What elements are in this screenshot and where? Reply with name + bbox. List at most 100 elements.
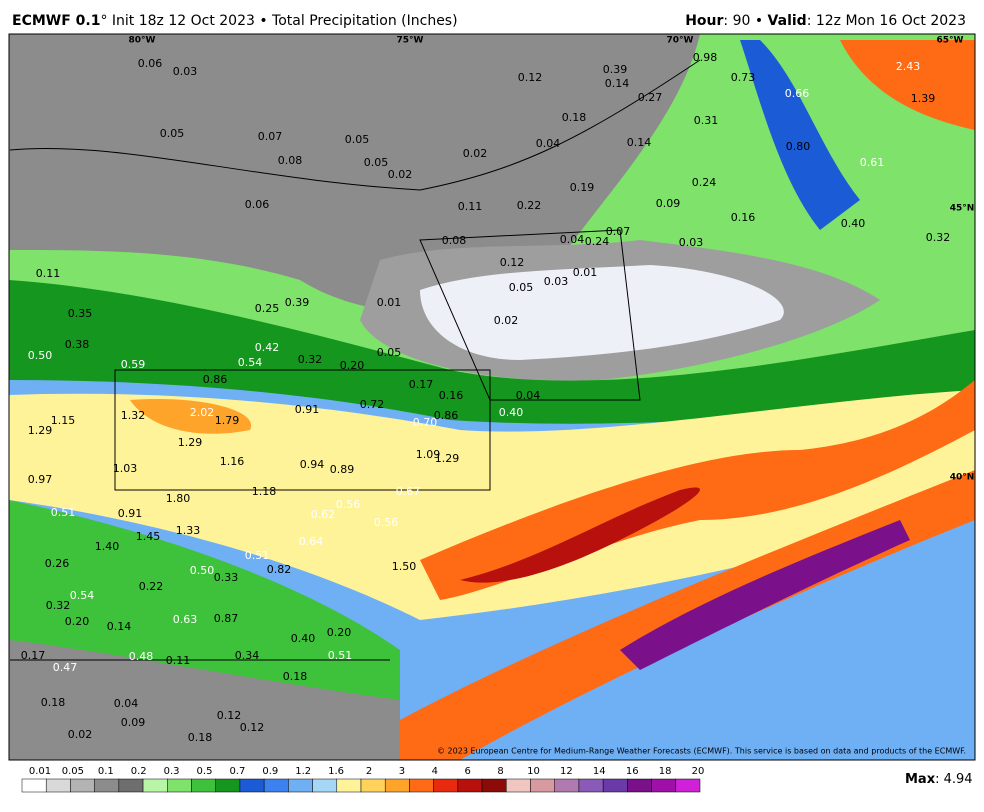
precip-value: 0.39: [285, 296, 310, 309]
precip-value: 1.16: [220, 455, 245, 468]
colorbar-swatch: [384, 778, 410, 793]
precip-value: 0.40: [499, 406, 524, 419]
colorbar-swatch: [239, 778, 265, 793]
colorbar-label: 8: [497, 766, 503, 777]
colorbar-swatch: [336, 778, 362, 793]
precip-value: 1.39: [911, 92, 936, 105]
precip-value: 0.22: [139, 580, 164, 593]
precip-value: 0.18: [188, 731, 213, 744]
precip-value: 0.34: [235, 649, 260, 662]
precip-value: 0.04: [114, 697, 139, 710]
precip-value: 0.72: [360, 398, 385, 411]
colorbar-swatch: [70, 778, 95, 793]
precip-value: 0.89: [330, 463, 355, 476]
precip-value: 0.50: [28, 349, 53, 362]
init: ° Init 18z 12 Oct 2023 • Total Precipita…: [100, 13, 457, 29]
precip-value: 1.29: [28, 424, 53, 437]
colorbar-label: 18: [659, 766, 672, 777]
precip-value: 0.39: [603, 63, 628, 76]
map-field: [9, 34, 975, 760]
max-label: Max: [905, 772, 936, 787]
precip-value: 0.32: [46, 599, 71, 612]
field-ne-red: [840, 40, 975, 130]
precip-value: 0.02: [494, 314, 519, 327]
grid-label: 65°W: [937, 36, 964, 46]
field-gray: [9, 34, 700, 313]
colorbar-swatch: [554, 778, 580, 793]
precip-value: 0.05: [364, 156, 389, 169]
precip-value: 0.07: [258, 130, 283, 143]
colorbar-label: 1.6: [328, 766, 344, 777]
precip-value: 0.17: [409, 378, 434, 391]
colorbar-swatch: [263, 778, 289, 793]
colorbar-swatch: [578, 778, 604, 793]
precip-value: 0.16: [439, 389, 464, 402]
precip-value: 1.80: [166, 492, 191, 505]
precip-value: 0.05: [377, 346, 402, 359]
colorbar-label: 6: [465, 766, 471, 777]
precip-value: 0.14: [627, 136, 652, 149]
precip-value: 0.86: [203, 373, 228, 386]
precip-value: 0.12: [217, 709, 242, 722]
field-sw-gray: [9, 640, 400, 760]
colorbar-label: 20: [692, 766, 705, 777]
hour: : 90 •: [723, 13, 767, 29]
precip-value: 0.54: [70, 589, 95, 602]
precip-value: 0.32: [298, 353, 323, 366]
precip-value: 0.51: [51, 506, 76, 519]
field-yellow: [9, 390, 975, 620]
precip-value: 0.62: [311, 508, 336, 521]
precip-value: 0.05: [345, 133, 370, 146]
colorbar-label: 0.2: [131, 766, 147, 777]
precip-value: 0.04: [536, 137, 561, 150]
precip-value: 0.14: [605, 77, 630, 90]
precip-value: 0.05: [160, 127, 185, 140]
colorbar-swatch: [457, 778, 483, 793]
precip-value: 0.42: [255, 341, 280, 354]
header-left: ECMWF 0.1° Init 18z 12 Oct 2023 • Total …: [12, 13, 458, 29]
precip-value: 0.61: [860, 156, 885, 169]
precip-value: 0.14: [107, 620, 132, 633]
colorbar-swatch: [627, 778, 652, 793]
precip-value: 0.08: [278, 154, 303, 167]
precip-value: 0.08: [442, 234, 467, 247]
precip-value: 0.31: [694, 114, 719, 127]
precip-value: 0.66: [785, 87, 810, 100]
colorbar-label: 3: [399, 766, 405, 777]
valid: : 12z Mon 16 Oct 2023: [807, 13, 966, 29]
precip-value: 0.98: [693, 51, 718, 64]
max: Max: 4.94: [905, 772, 973, 787]
colorbar-label: 0.5: [197, 766, 213, 777]
precip-value: 1.15: [51, 414, 76, 427]
precip-value: 0.54: [238, 356, 263, 369]
precip-value: 0.38: [65, 338, 90, 351]
precip-value: 0.56: [374, 516, 399, 529]
colorbar-label: 14: [593, 766, 606, 777]
colorbar-swatch: [433, 778, 459, 793]
precip-value: 1.40: [95, 540, 120, 553]
precip-value: 0.02: [68, 728, 93, 741]
precip-value: 0.59: [121, 358, 146, 371]
precip-value: 0.33: [214, 571, 239, 584]
valid-label: Valid: [768, 13, 807, 29]
precip-value: 0.01: [573, 266, 598, 279]
precip-value: 1.03: [113, 462, 138, 475]
colorbar-label: 0.7: [229, 766, 245, 777]
field-blue: [740, 40, 860, 230]
colorbar-label: 0.05: [62, 766, 84, 777]
precip-value: 0.06: [245, 198, 270, 211]
precip-value: 0.70: [413, 416, 438, 429]
precip-value: 0.67: [396, 485, 421, 498]
precip-value: 0.18: [562, 111, 587, 124]
precip-value: 0.12: [500, 256, 525, 269]
precip-value: 0.94: [300, 458, 325, 471]
precip-value: 0.09: [121, 716, 146, 729]
precip-value: 0.24: [585, 235, 610, 248]
precip-value: 0.40: [291, 632, 316, 645]
grid-label: 45°N: [950, 204, 975, 214]
precip-value: 0.22: [517, 199, 542, 212]
precip-value: 2.02: [190, 406, 215, 419]
precip-value: 1.29: [178, 436, 203, 449]
colorbar-label: 0.9: [262, 766, 278, 777]
precip-value: 0.35: [68, 307, 93, 320]
